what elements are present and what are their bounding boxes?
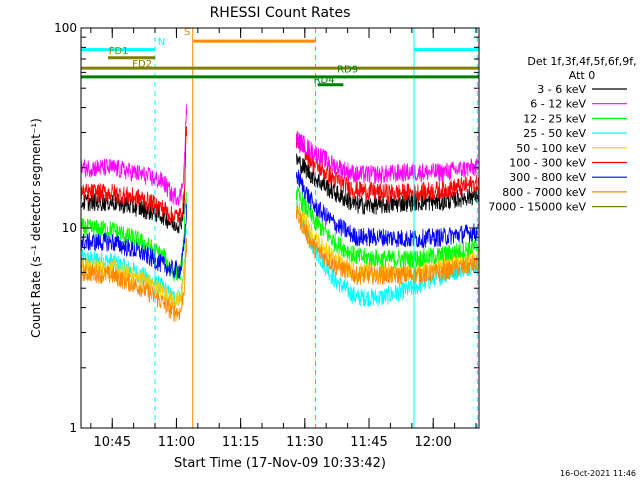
- axes: 1 10 100 10:45 11:00 11:15 11:30 11:45 12:00: [54, 21, 480, 450]
- series-0-segment-0: [81, 126, 188, 234]
- annotation-rd4: RD4: [314, 75, 335, 86]
- legend-label-5: 100 - 300 keV: [509, 157, 586, 170]
- annotation-s: S: [184, 27, 190, 38]
- y-tick-label-1: 10: [62, 221, 77, 235]
- chart-title: RHESSI Count Rates: [210, 5, 351, 21]
- x-tick-label-0: 10:45: [94, 435, 131, 450]
- legend-label-1: 6 - 12 keV: [530, 98, 586, 111]
- annotation-fd2: FD2: [132, 59, 152, 70]
- series-1-segment-1: [295, 131, 479, 184]
- legend-label-6: 300 - 800 keV: [509, 171, 586, 184]
- annotation-n: N: [158, 37, 165, 48]
- annotation-rd9: RD9: [337, 64, 358, 75]
- legend-label-0: 3 - 6 keV: [537, 83, 586, 96]
- timestamp: 16-Oct-2021 11:46: [560, 469, 636, 478]
- x-tick-label-5: 12:00: [414, 435, 451, 450]
- x-axis-label: Start Time (17-Nov-09 10:33:42): [174, 456, 386, 471]
- series-4-segment-0: [81, 238, 188, 310]
- series-layer: [81, 104, 479, 323]
- series-6-segment-0: [81, 203, 188, 279]
- x-tick-label-3: 11:30: [286, 435, 323, 450]
- series-1-segment-0: [81, 104, 188, 207]
- y-axis-label: Count Rate (s⁻¹ detector segment⁻¹): [29, 118, 43, 338]
- series-5-segment-1: [295, 133, 479, 203]
- plot-frame: [80, 27, 480, 429]
- series-5-segment-0: [81, 126, 188, 225]
- x-tick-label-4: 11:45: [350, 435, 387, 450]
- y-tick-label-0: 1: [69, 421, 77, 435]
- legend-header-line1: Det 1f,3f,4f,5f,6f,9f,: [527, 55, 636, 68]
- legend-label-3: 25 - 50 keV: [523, 127, 586, 140]
- legend-label-4: 50 - 100 keV: [516, 142, 586, 155]
- legend-header-line2: Att 0: [569, 69, 595, 82]
- legend: Det 1f,3f,4f,5f,6f,9f, Att 0 3 - 6 keV 6 …: [488, 55, 636, 214]
- series-2-segment-1: [295, 186, 479, 269]
- x-tick-label-1: 11:00: [158, 435, 195, 450]
- legend-label-7: 800 - 7000 keV: [502, 186, 586, 199]
- x-tick-label-2: 11:15: [222, 435, 259, 450]
- annotation-fd1: FD1: [109, 46, 129, 57]
- y-tick-label-2: 100: [54, 21, 77, 35]
- series-6-segment-1: [295, 169, 479, 248]
- series-7-segment-1: [295, 204, 479, 286]
- legend-label-8: 7000 - 15000 keV: [488, 201, 586, 214]
- legend-label-2: 12 - 25 keV: [523, 112, 586, 125]
- series-7-segment-0: [81, 238, 188, 323]
